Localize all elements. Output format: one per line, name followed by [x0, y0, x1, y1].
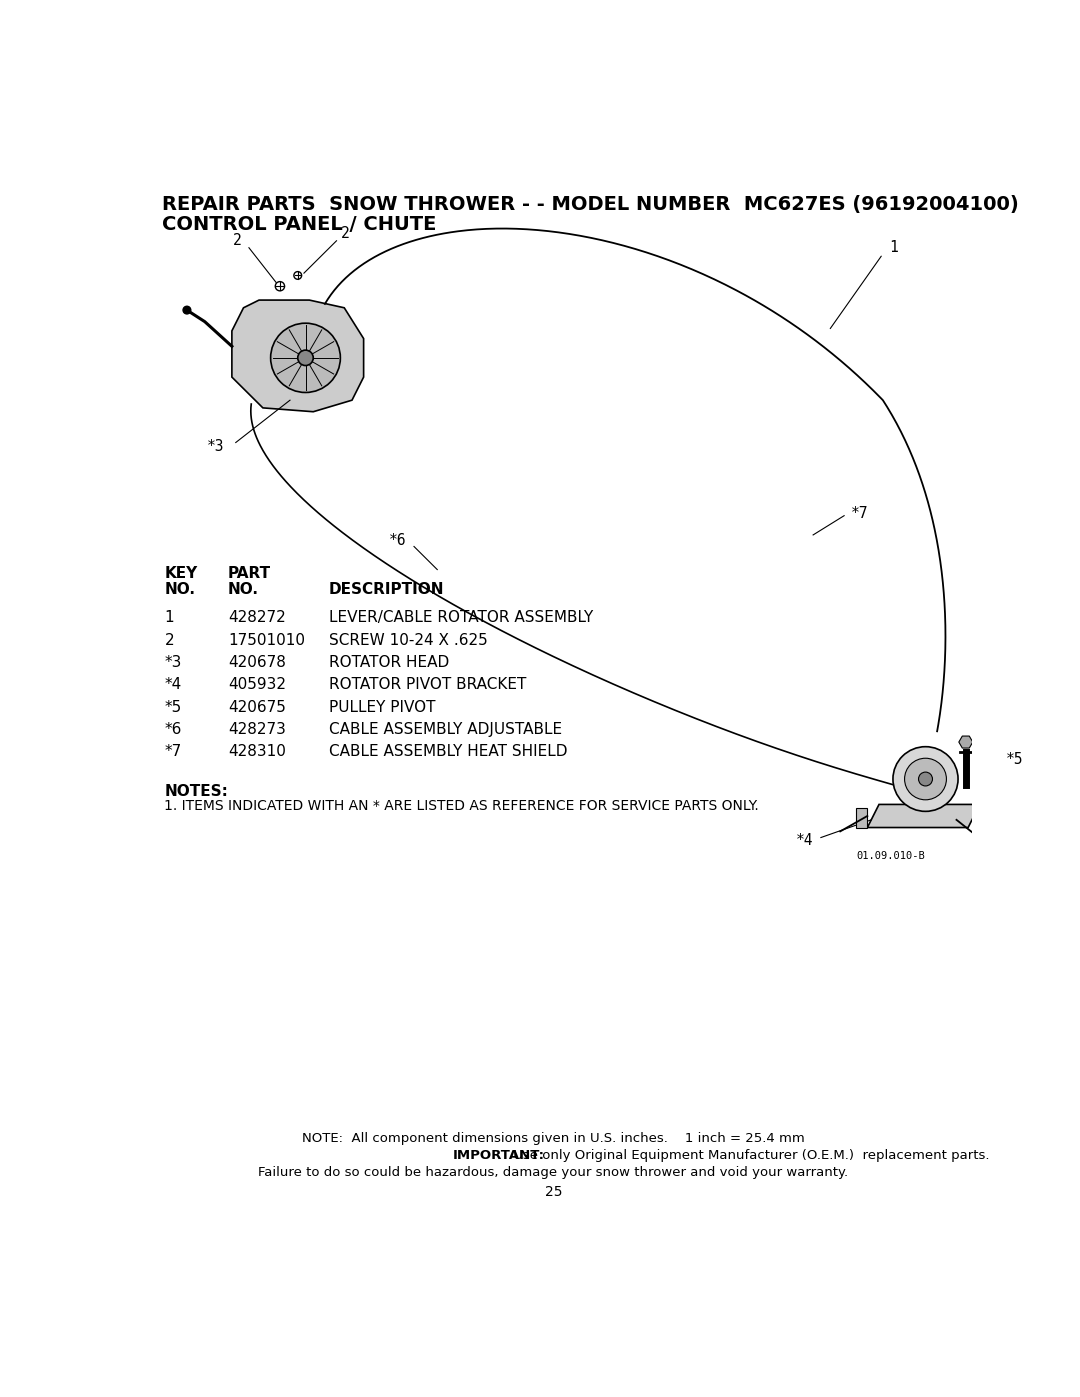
Polygon shape	[232, 300, 364, 412]
Text: LEVER/CABLE ROTATOR ASSEMBLY: LEVER/CABLE ROTATOR ASSEMBLY	[328, 610, 593, 626]
Text: Failure to do so could be hazardous, damage your snow thrower and void your warr: Failure to do so could be hazardous, dam…	[258, 1166, 849, 1179]
Circle shape	[298, 351, 313, 366]
Circle shape	[294, 271, 301, 279]
Circle shape	[183, 306, 191, 314]
Text: REPAIR PARTS  SNOW THROWER - - MODEL NUMBER  MC627ES (96192004100): REPAIR PARTS SNOW THROWER - - MODEL NUMB…	[162, 194, 1018, 214]
Text: KEY: KEY	[164, 566, 198, 581]
Text: 1: 1	[889, 240, 897, 256]
Text: *6: *6	[164, 722, 181, 738]
Text: 17501010: 17501010	[228, 633, 305, 648]
Text: 428310: 428310	[228, 745, 286, 760]
Circle shape	[905, 759, 946, 800]
Text: ROTATOR PIVOT BRACKET: ROTATOR PIVOT BRACKET	[328, 678, 526, 693]
Text: 420675: 420675	[228, 700, 286, 715]
Polygon shape	[959, 736, 973, 747]
Text: *5: *5	[164, 700, 181, 715]
Polygon shape	[867, 805, 980, 827]
Text: *3: *3	[164, 655, 181, 671]
Text: 25: 25	[544, 1185, 563, 1199]
Text: CABLE ASSEMBLY ADJUSTABLE: CABLE ASSEMBLY ADJUSTABLE	[328, 722, 562, 738]
Text: *7: *7	[164, 745, 181, 760]
Text: 2: 2	[164, 633, 174, 648]
Text: 2: 2	[233, 232, 242, 247]
Text: PART: PART	[228, 566, 271, 581]
Text: SCREW 10-24 X .625: SCREW 10-24 X .625	[328, 633, 487, 648]
Text: *5: *5	[1007, 752, 1024, 767]
Text: *3: *3	[206, 439, 225, 454]
Circle shape	[918, 773, 932, 787]
Text: 428273: 428273	[228, 722, 286, 738]
Text: IMPORTANT:: IMPORTANT:	[453, 1150, 544, 1162]
Polygon shape	[855, 809, 867, 827]
Text: CABLE ASSEMBLY HEAT SHIELD: CABLE ASSEMBLY HEAT SHIELD	[328, 745, 567, 760]
Circle shape	[275, 282, 284, 291]
Circle shape	[271, 323, 340, 393]
Text: *4: *4	[164, 678, 181, 693]
Text: 428272: 428272	[228, 610, 286, 626]
Text: NOTE:  All component dimensions given in U.S. inches.    1 inch = 25.4 mm: NOTE: All component dimensions given in …	[302, 1133, 805, 1146]
Text: 01.09.010-B: 01.09.010-B	[856, 851, 924, 861]
Circle shape	[893, 746, 958, 812]
Text: CONTROL PANEL / CHUTE: CONTROL PANEL / CHUTE	[162, 215, 436, 235]
Text: NO.: NO.	[164, 583, 195, 597]
Text: 1. ITEMS INDICATED WITH AN * ARE LISTED AS REFERENCE FOR SERVICE PARTS ONLY.: 1. ITEMS INDICATED WITH AN * ARE LISTED …	[164, 799, 759, 813]
Text: 2: 2	[340, 225, 349, 240]
Text: *4: *4	[796, 833, 813, 848]
Text: Use only Original Equipment Manufacturer (O.E.M.)  replacement parts.: Use only Original Equipment Manufacturer…	[509, 1150, 989, 1162]
Text: PULLEY PIVOT: PULLEY PIVOT	[328, 700, 435, 715]
Text: ROTATOR HEAD: ROTATOR HEAD	[328, 655, 449, 671]
Text: 405932: 405932	[228, 678, 286, 693]
Text: DESCRIPTION: DESCRIPTION	[328, 583, 444, 597]
Text: *6: *6	[389, 532, 406, 548]
Text: *7: *7	[850, 506, 868, 521]
Text: NOTES:: NOTES:	[164, 784, 228, 799]
Text: 420678: 420678	[228, 655, 286, 671]
Text: 1: 1	[164, 610, 174, 626]
Text: NO.: NO.	[228, 583, 259, 597]
